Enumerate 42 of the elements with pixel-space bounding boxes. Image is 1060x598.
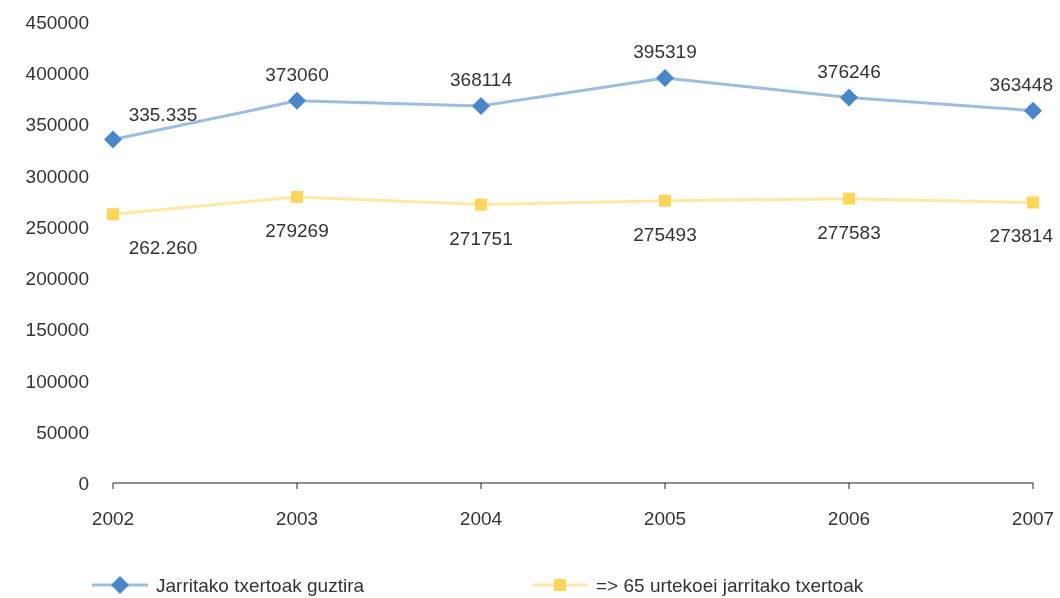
y-tick-label: 150000 (25, 319, 89, 341)
data-label: 262.260 (128, 237, 198, 259)
point (1027, 196, 1039, 209)
x-tick-label: 2003 (275, 508, 319, 529)
x-tick-label: 2007 (1011, 508, 1055, 529)
point (656, 69, 674, 88)
point (659, 194, 671, 207)
legend-label: => 65 urtekoei jarritako txertoak (596, 575, 864, 596)
x-tick-label: 2006 (827, 508, 871, 529)
x-tick-label: 2004 (459, 508, 503, 529)
data-label: 363448 (989, 73, 1053, 95)
legend-label: Jarritako txertoak guztira (156, 575, 365, 596)
y-tick-label: 300000 (25, 165, 89, 187)
point (104, 130, 122, 149)
y-tick-label: 350000 (25, 114, 89, 136)
point (291, 190, 303, 203)
y-tick-label: 0 (78, 473, 89, 494)
data-label: 277583 (817, 221, 881, 243)
x-tick-label: 2002 (91, 508, 135, 529)
y-tick-label: 450000 (25, 12, 89, 33)
point (840, 88, 858, 107)
data-label: 279269 (265, 219, 329, 241)
y-tick-label: 200000 (25, 268, 89, 290)
data-label: 335.335 (128, 104, 198, 126)
data-label: 271751 (449, 227, 513, 249)
point (475, 198, 487, 211)
data-label: 275493 (633, 223, 697, 245)
point (843, 192, 855, 205)
y-tick-label: 100000 (25, 370, 89, 392)
data-label: 376246 (817, 60, 881, 82)
y-tick-label: 400000 (25, 63, 89, 85)
point (1024, 101, 1042, 120)
y-tick-label: 250000 (25, 216, 89, 238)
y-tick-label: 50000 (36, 421, 89, 443)
data-label: 368114 (450, 68, 513, 90)
x-tick-label: 2005 (643, 508, 687, 529)
point (288, 91, 306, 110)
point (472, 96, 490, 115)
data-label: 273814 (989, 225, 1054, 247)
data-label: 395319 (633, 41, 697, 63)
point (107, 208, 119, 221)
data-label: 373060 (265, 63, 329, 85)
